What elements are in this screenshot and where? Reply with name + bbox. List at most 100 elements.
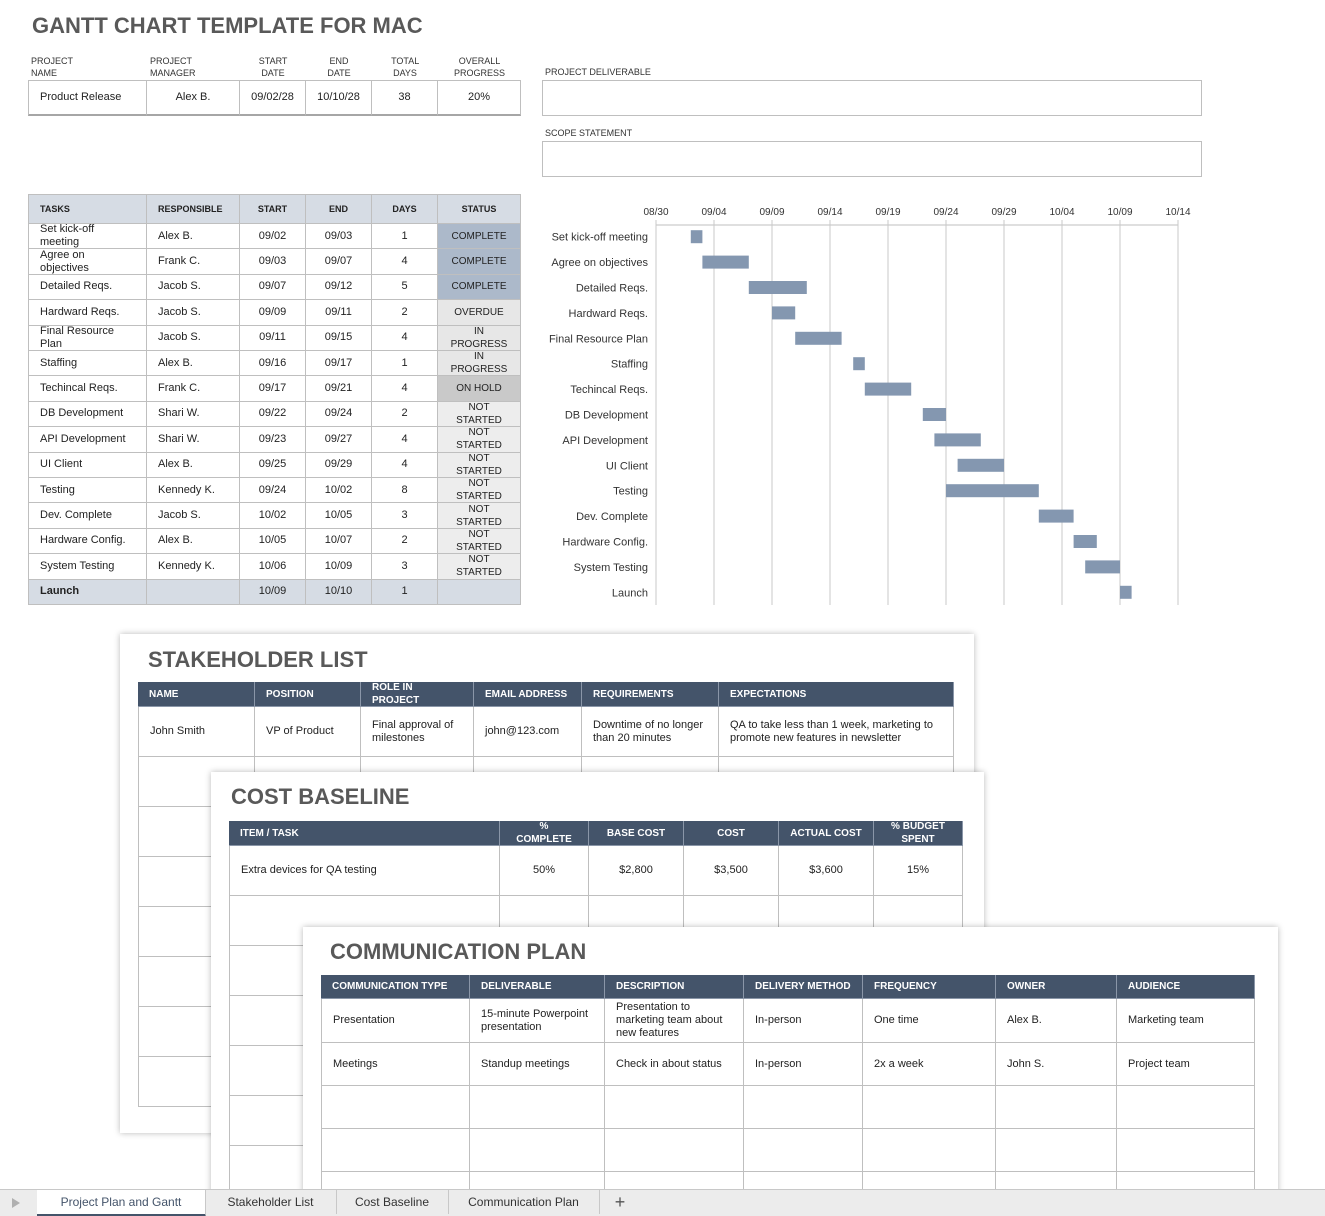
cell-text: NOT STARTED xyxy=(456,452,502,477)
table-cell xyxy=(744,1129,863,1172)
cell-text: % BUDGET SPENT xyxy=(891,821,945,845)
cell-text: Extra devices for QA testing xyxy=(241,864,377,876)
table-cell: 09/02/28 xyxy=(240,80,306,116)
cell-text: END xyxy=(328,203,348,214)
gantt-bar xyxy=(853,357,865,371)
table-cell: COMMUNICATION TYPE xyxy=(321,975,470,999)
table-cell: 09/11 xyxy=(306,300,372,326)
cell-text: DAYS xyxy=(392,203,417,214)
cell-text: Testing xyxy=(40,483,75,496)
table-cell xyxy=(321,1129,470,1172)
table-cell: 10/09 xyxy=(306,554,372,580)
table-cell xyxy=(438,579,521,605)
cell-text: 3 xyxy=(401,509,408,522)
x-tick-label: 09/04 xyxy=(701,207,726,218)
table-cell: 10/09 xyxy=(240,579,306,605)
cell-text: 09/16 xyxy=(258,356,287,369)
table-cell: UI Client xyxy=(28,452,147,478)
table-cell: Jacob S. xyxy=(147,503,240,529)
cell-text: 09/17 xyxy=(258,382,287,395)
cell-text: System Testing xyxy=(40,559,115,572)
cell-text: AUDIENCE xyxy=(1128,981,1181,992)
table-cell: 10/05 xyxy=(306,503,372,529)
cell-text: ACTUAL COST xyxy=(790,827,862,839)
cell-text: DESCRIPTION xyxy=(616,981,685,992)
cell-text: Presentation to marketing team about new… xyxy=(616,1001,723,1039)
cell-text: COMPLETE xyxy=(451,230,507,242)
cell-text: Set kick-off meeting xyxy=(40,224,95,249)
table-cell: Frank C. xyxy=(147,249,240,275)
table-cell: Agree on objectives xyxy=(28,249,147,275)
gantt-bar xyxy=(1073,535,1097,548)
table-cell: 10/10 xyxy=(306,579,372,605)
table-cell: 09/22 xyxy=(240,401,306,428)
table-cell xyxy=(605,1086,744,1129)
table-cell: 4 xyxy=(372,325,438,351)
cell-text: % COMPLETE xyxy=(516,821,572,845)
table-cell: 09/02 xyxy=(240,224,306,250)
cell-text: REQUIREMENTS xyxy=(593,688,674,700)
sheet-tab[interactable]: Communication Plan xyxy=(448,1190,600,1214)
table-cell: NOT STARTED xyxy=(438,478,521,504)
table-cell: NOT STARTED xyxy=(438,427,521,453)
add-sheet-button[interactable]: + xyxy=(614,1192,626,1212)
x-tick-label: 10/09 xyxy=(1107,207,1132,218)
cell-text: 09/24 xyxy=(324,407,353,420)
table-cell: Alex B. xyxy=(147,452,240,478)
table-cell: QA to take less than 1 week, marketing t… xyxy=(719,707,954,757)
gantt-bar xyxy=(1085,560,1120,574)
sheet-title: COST BASELINE xyxy=(231,784,410,809)
header-label: PROJECT NAME xyxy=(31,56,73,78)
table-cell xyxy=(996,1086,1117,1129)
cell-text: Alex B. xyxy=(175,91,211,103)
table-cell: 5 xyxy=(372,274,438,301)
table-cell: DESCRIPTION xyxy=(605,975,744,999)
x-tick-label: 09/29 xyxy=(991,207,1016,218)
table-cell: OVERDUE xyxy=(438,300,521,326)
table-cell: AUDIENCE xyxy=(1117,975,1255,999)
table-cell: Marketing team xyxy=(1117,999,1255,1043)
cell-text: IN PROGRESS xyxy=(450,325,508,350)
table-cell: Standup meetings xyxy=(470,1043,605,1086)
cell-text: 10/09 xyxy=(258,585,287,598)
cell-text: DELIVERY METHOD xyxy=(755,981,851,992)
table-cell: Jacob S. xyxy=(147,274,240,301)
cell-text: Frank C. xyxy=(158,382,201,395)
cell-text: Hardward Reqs. xyxy=(40,305,120,318)
cell-text: ON HOLD xyxy=(456,383,502,395)
gantt-bar xyxy=(1038,509,1074,523)
gantt-bar xyxy=(748,281,807,294)
scope-box xyxy=(542,141,1202,177)
cell-text: 50% xyxy=(532,864,556,876)
table-cell: Final Resource Plan xyxy=(28,325,147,351)
table-cell: $3,600 xyxy=(779,846,874,896)
header-label: START DATE xyxy=(258,56,288,78)
cell-text: 10/10/28 xyxy=(317,91,360,103)
cell-text: In-person xyxy=(755,1057,802,1070)
table-cell: 09/23 xyxy=(240,427,306,453)
gantt-task-label: DB Development xyxy=(565,410,648,422)
cell-text: Alex B. xyxy=(158,356,193,369)
cell-text: Alex B. xyxy=(158,458,193,471)
table-cell: STATUS xyxy=(438,194,521,224)
sheet-tab[interactable]: Stakeholder List xyxy=(205,1190,337,1214)
cell-text: 5 xyxy=(401,280,408,293)
table-cell: 2 xyxy=(372,300,438,326)
table-cell: Project team xyxy=(1117,1043,1255,1086)
cell-text: Alex B. xyxy=(1007,1014,1042,1026)
sheet-tab[interactable]: Project Plan and Gantt xyxy=(37,1190,206,1216)
table-cell: 09/29 xyxy=(306,452,372,478)
sheet-tab[interactable]: Cost Baseline xyxy=(336,1190,449,1214)
table-cell: EMAIL ADDRESS xyxy=(474,682,582,707)
cell-text: DELIVERABLE xyxy=(481,981,552,992)
cell-text: 09/11 xyxy=(325,305,352,318)
table-cell: Kennedy K. xyxy=(147,554,240,580)
cell-text: Final Resource Plan xyxy=(40,325,114,350)
cell-text: 2 xyxy=(401,534,408,547)
table-cell: Dev. Complete xyxy=(28,503,147,529)
table-cell: Shari W. xyxy=(147,427,240,453)
table-cell: ON HOLD xyxy=(438,376,521,402)
table-cell: In-person xyxy=(744,1043,863,1086)
table-cell: 10/05 xyxy=(240,528,306,555)
gantt-task-label: Techincal Reqs. xyxy=(570,384,648,396)
